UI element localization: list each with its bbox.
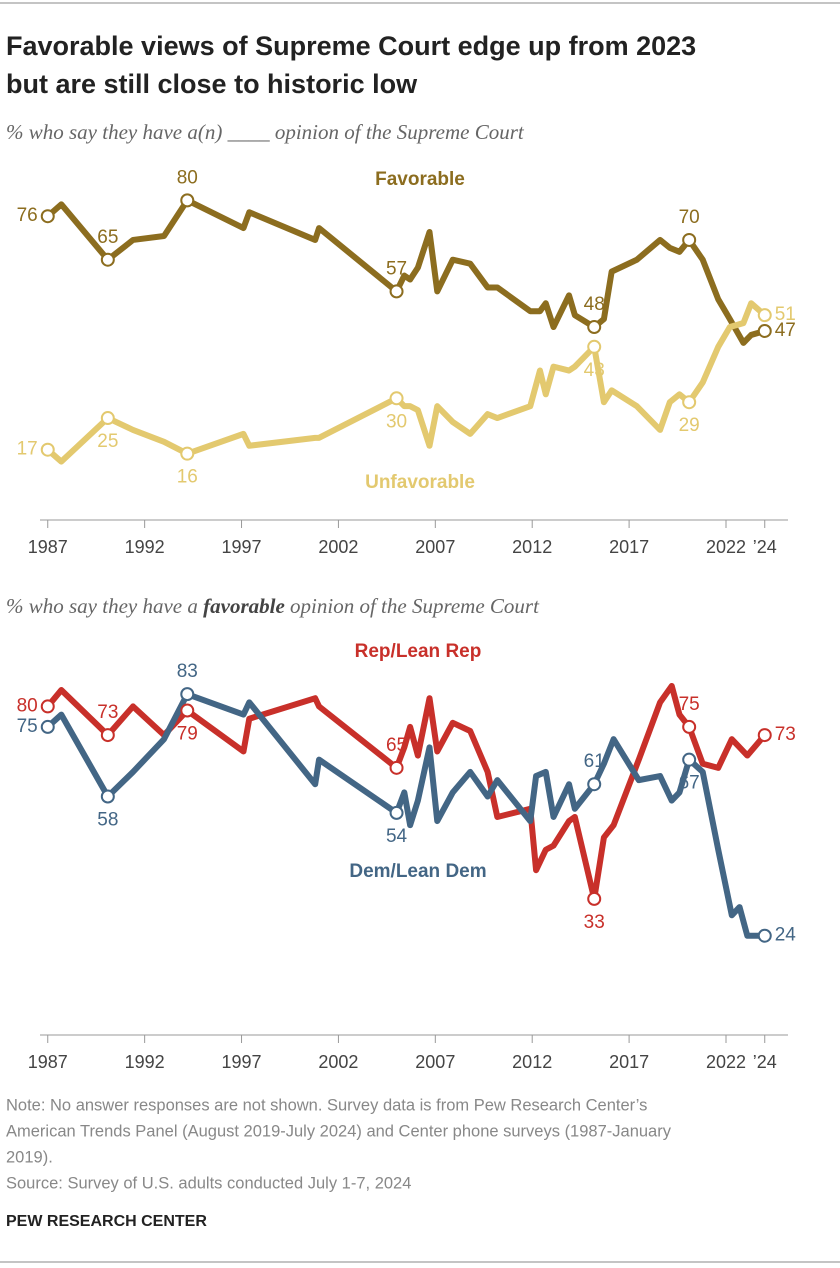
point-marker: [100, 252, 115, 267]
value-label: 67: [679, 773, 700, 794]
point-marker: [389, 805, 404, 820]
series-line: [44, 300, 768, 465]
note: American Trends Panel (August 2019-July …: [6, 1122, 672, 1140]
note: 2019).: [6, 1148, 53, 1166]
point-marker: [180, 446, 195, 461]
value-label: 75: [17, 716, 38, 737]
point-marker: [180, 687, 195, 702]
x-tick-label: 1992: [125, 537, 165, 557]
title: but are still close to historic low: [6, 69, 418, 99]
series-line: [44, 691, 768, 939]
value-label: 57: [386, 258, 407, 279]
value-label: 61: [584, 751, 605, 772]
point-marker: [40, 699, 55, 714]
value-label: 30: [386, 411, 407, 432]
series-label: Unfavorable: [365, 472, 475, 493]
value-label: 24: [775, 925, 797, 946]
series-line: [44, 682, 768, 902]
point-marker: [587, 777, 602, 792]
point-marker: [100, 789, 115, 804]
value-label: 65: [97, 227, 118, 248]
value-label: 48: [584, 294, 605, 315]
value-label: 29: [679, 415, 700, 436]
series-label: Dem/Lean Dem: [349, 861, 486, 882]
x-tick-label: 1987: [28, 1052, 68, 1072]
series-label: Rep/Lean Rep: [355, 641, 482, 662]
x-tick-label: 2017: [609, 537, 649, 557]
point-marker: [587, 320, 602, 335]
point-marker: [180, 193, 195, 208]
point-marker: [389, 284, 404, 299]
value-label: 17: [17, 439, 38, 460]
point-marker: [682, 395, 697, 410]
subtitle: % who say they have a(n) ____ opinion of…: [6, 120, 525, 144]
subtitle: % who say they have a favorable opinion …: [6, 594, 540, 618]
value-label: 54: [386, 826, 408, 847]
value-label: 75: [679, 694, 700, 715]
value-label: 43: [584, 360, 605, 381]
point-marker: [40, 442, 55, 457]
x-tick-label: 1997: [222, 537, 262, 557]
x-tick-label: 2012: [512, 537, 552, 557]
x-tick-label: 1987: [28, 537, 68, 557]
x-tick-label: 2022: [706, 1052, 746, 1072]
note: Note: No answer responses are not shown.…: [6, 1096, 647, 1114]
point-marker: [587, 339, 602, 354]
x-tick-label: 2002: [318, 537, 358, 557]
subtitle-part: % who say they have a: [6, 594, 203, 618]
x-tick-label: 1992: [125, 1052, 165, 1072]
x-tick-label: ’24: [753, 537, 777, 557]
point-marker: [40, 719, 55, 734]
x-tick-label: 2007: [415, 1052, 455, 1072]
value-label: 80: [17, 695, 38, 716]
value-label: 25: [97, 431, 118, 452]
footer: PEW RESEARCH CENTER: [6, 1213, 207, 1230]
x-tick-label: 2012: [512, 1052, 552, 1072]
subtitle-part: opinion of the Supreme Court: [285, 594, 540, 618]
point-marker: [682, 752, 697, 767]
point-marker: [757, 308, 772, 323]
x-tick-label: 2002: [318, 1052, 358, 1072]
value-label: 70: [679, 207, 700, 228]
value-label: 76: [17, 205, 38, 226]
point-marker: [100, 411, 115, 426]
point-marker: [682, 719, 697, 734]
value-label: 51: [775, 304, 796, 325]
x-tick-label: ’24: [753, 1052, 777, 1072]
value-label: 65: [386, 735, 407, 756]
point-marker: [587, 891, 602, 906]
subtitle-part: % who say they have a(n) ____ opinion of…: [6, 120, 525, 144]
value-label: 16: [177, 467, 198, 488]
value-label: 79: [177, 724, 198, 745]
x-tick-label: 2017: [609, 1052, 649, 1072]
x-tick-label: 1997: [222, 1052, 262, 1072]
point-marker: [100, 728, 115, 743]
subtitle-part: favorable: [203, 594, 285, 618]
point-marker: [40, 209, 55, 224]
series-label: Favorable: [375, 169, 465, 190]
value-label: 73: [97, 702, 118, 723]
point-marker: [757, 928, 772, 943]
title: Favorable views of Supreme Court edge up…: [6, 31, 696, 61]
point-marker: [682, 232, 697, 247]
x-tick-label: 2007: [415, 537, 455, 557]
value-label: 33: [584, 912, 605, 933]
point-marker: [389, 760, 404, 775]
value-label: 47: [775, 320, 796, 341]
point-marker: [389, 391, 404, 406]
point-marker: [180, 703, 195, 718]
value-label: 80: [177, 167, 198, 188]
x-tick-label: 2022: [706, 537, 746, 557]
value-label: 73: [775, 724, 796, 745]
value-label: 58: [97, 810, 118, 831]
series-line: [44, 197, 768, 346]
value-label: 83: [177, 661, 198, 682]
point-marker: [757, 728, 772, 743]
source: Source: Survey of U.S. adults conducted …: [6, 1174, 411, 1192]
point-marker: [757, 323, 772, 338]
